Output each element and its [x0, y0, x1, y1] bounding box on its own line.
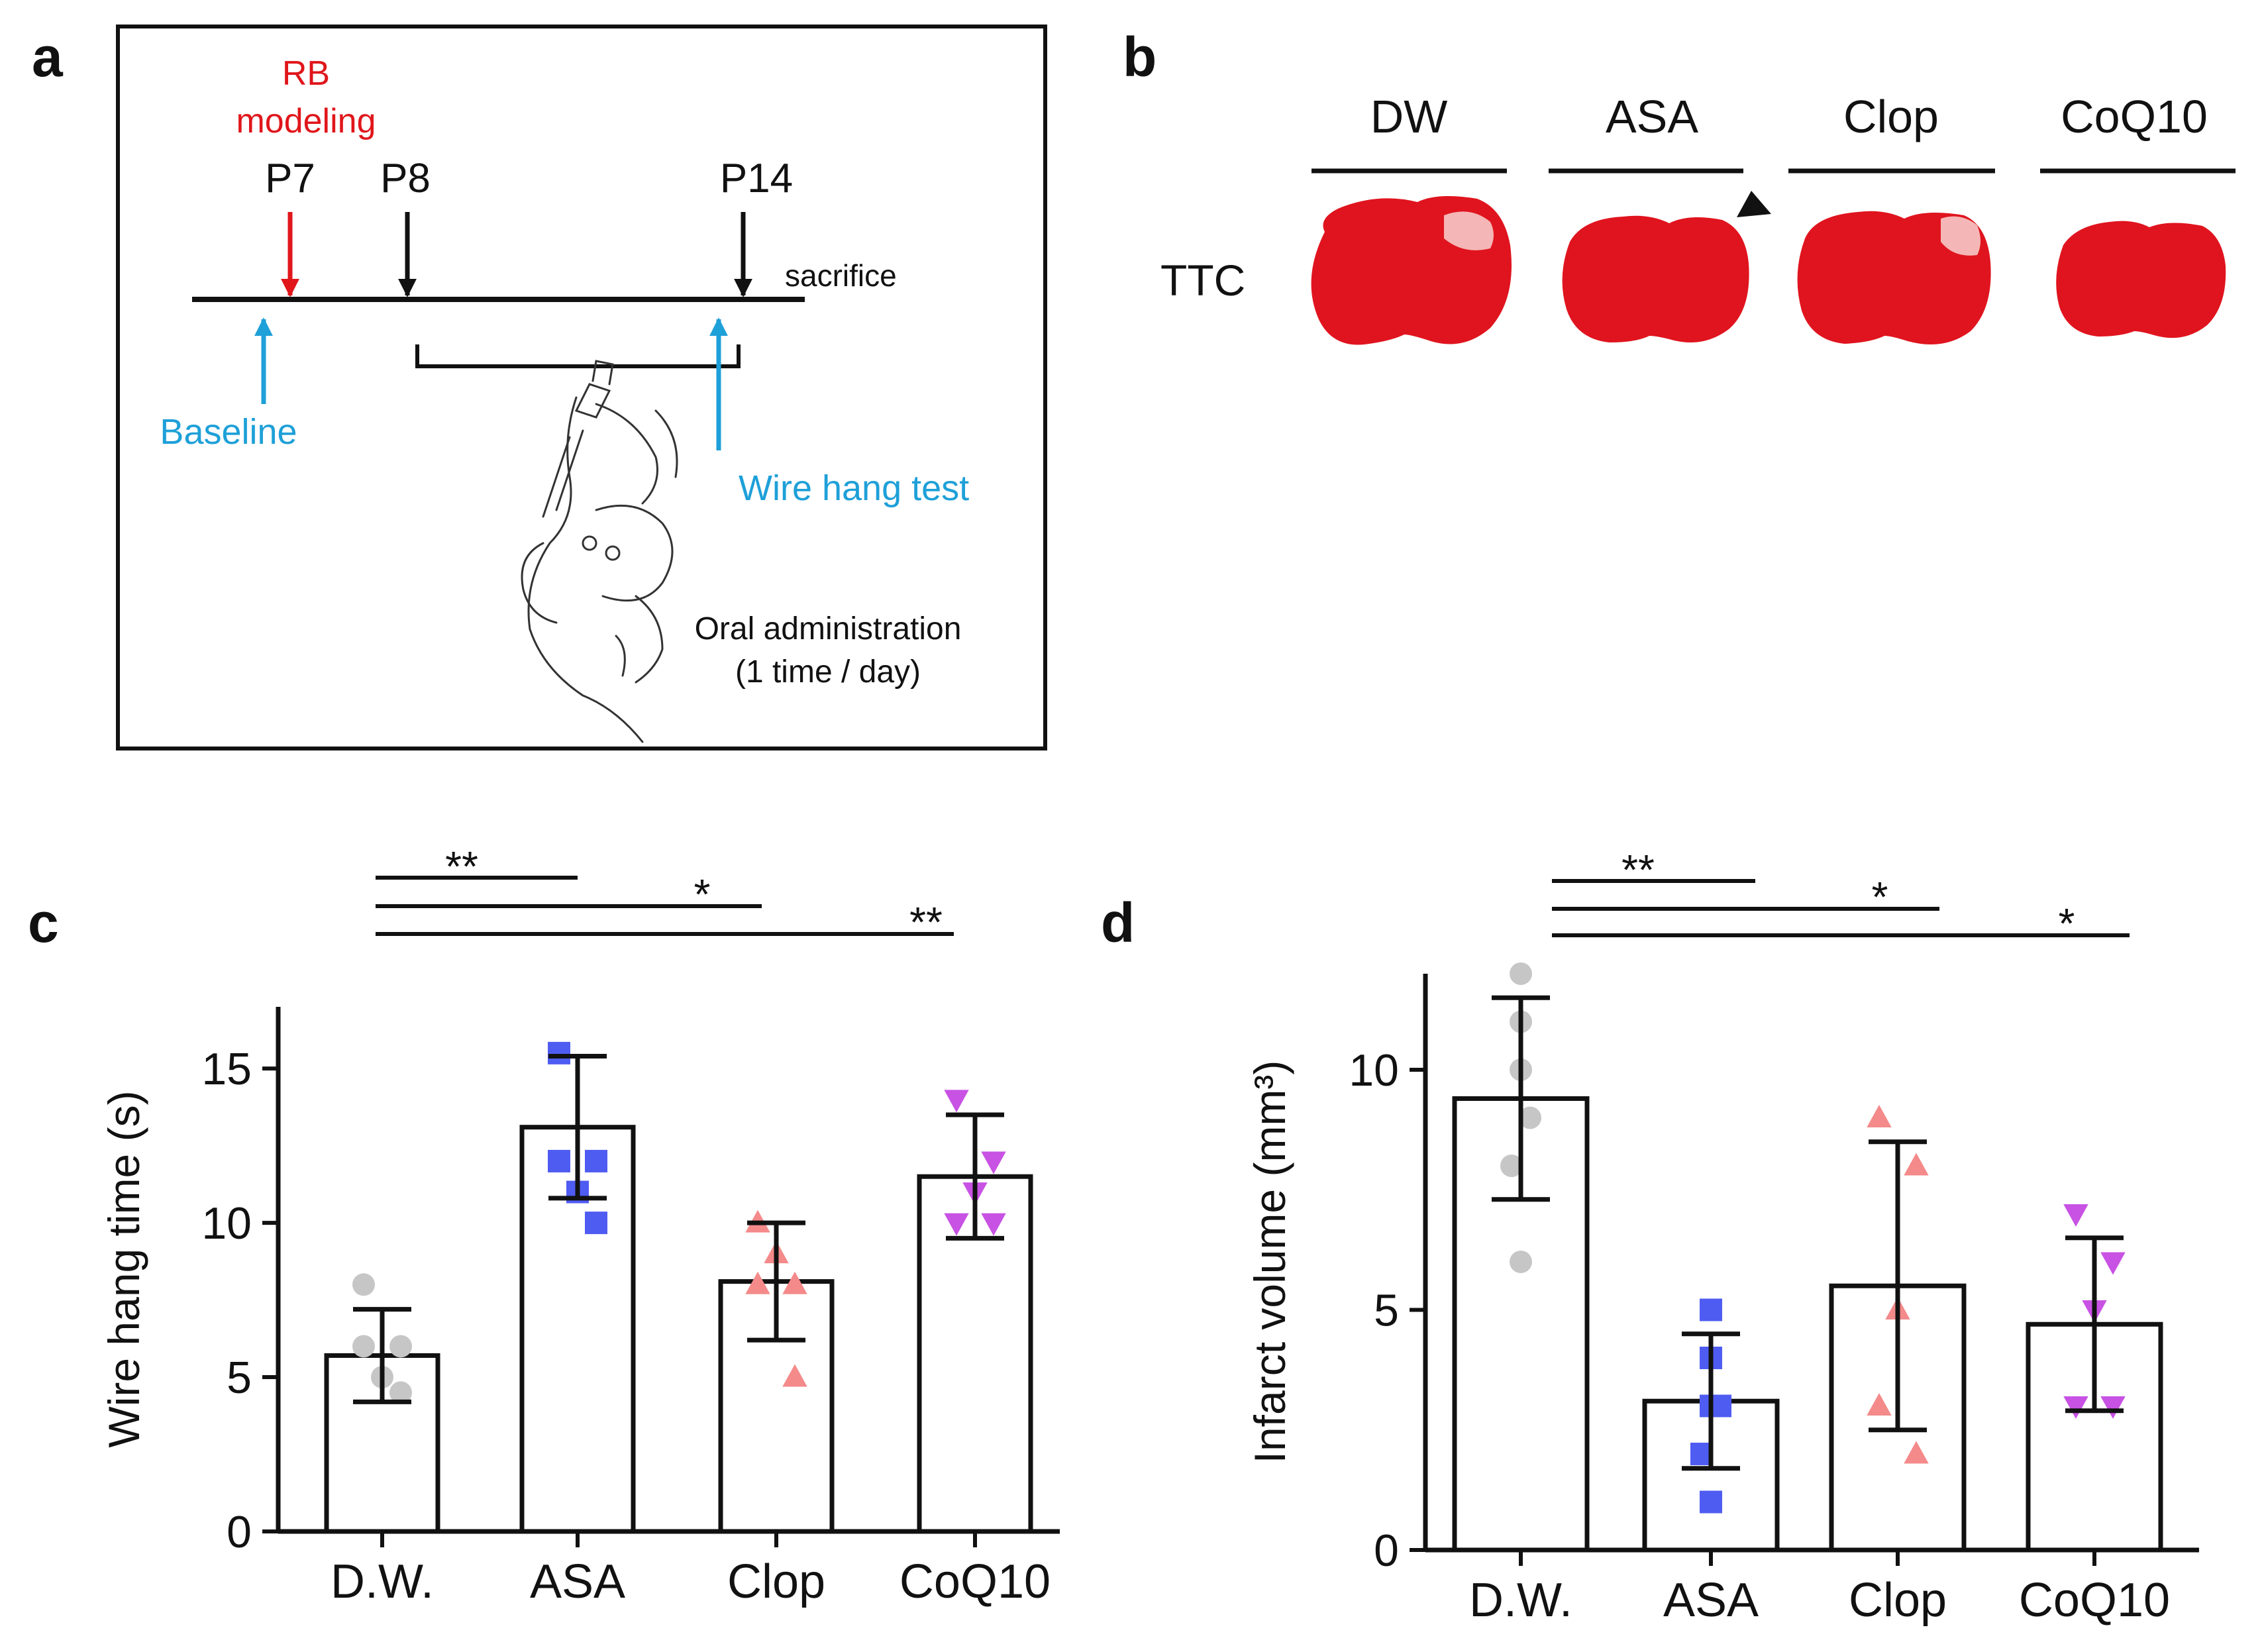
data-point-dw — [389, 1381, 412, 1404]
data-point-dw — [389, 1335, 412, 1358]
p8-label: P8 — [380, 156, 431, 201]
data-point-asa — [548, 1041, 570, 1064]
y-tick-label: 5 — [227, 1353, 252, 1403]
group-label-clop: Clop — [1843, 91, 1939, 142]
data-point-coq10 — [2100, 1396, 2126, 1420]
data-point-asa — [1700, 1298, 1722, 1321]
ttc-row-label: TTC — [1160, 256, 1245, 305]
group-label-asa: ASA — [1606, 91, 1698, 142]
group-label-dw: DW — [1370, 91, 1448, 142]
x-tick-label-asa: ASA — [530, 1555, 625, 1608]
data-point-coq10 — [981, 1213, 1006, 1236]
y-axis-label: Infarct volume (mm³) — [1245, 1060, 1294, 1464]
sig-star-d-1: ** — [1621, 846, 1655, 894]
y-tick-label: 0 — [227, 1507, 252, 1557]
y-tick-label: 10 — [201, 1198, 252, 1249]
y-tick-label: 10 — [1349, 1045, 1399, 1096]
baseline-label: Baseline — [160, 412, 297, 452]
x-tick-label-clop: Clop — [1849, 1574, 1947, 1627]
data-point-clop — [1904, 1441, 1929, 1464]
panel-d-label: d — [1101, 892, 1135, 954]
data-point-coq10 — [2063, 1204, 2088, 1227]
data-point-clop — [1867, 1104, 1892, 1127]
panel-b-label: b — [1123, 26, 1157, 88]
treatment-bracket — [415, 344, 741, 368]
wire-hang-label: Wire hang test — [739, 468, 969, 508]
data-point-clop — [782, 1364, 807, 1387]
data-point-coq10 — [944, 1090, 969, 1113]
data-point-coq10 — [2100, 1252, 2126, 1275]
data-point-coq10 — [981, 1151, 1006, 1174]
brain-slice-dw — [1311, 196, 1512, 345]
y-tick-label: 15 — [201, 1044, 252, 1094]
data-point-dw — [352, 1335, 375, 1358]
panel-b: b DW ASA Clop CoQ10 TTC — [1123, 26, 2236, 345]
panel-a: a RB modeling P7 P8 P14 sacrifice Baseli… — [32, 25, 1047, 750]
x-tick-label-dw: D.W. — [1469, 1574, 1572, 1627]
p7-label: P7 — [265, 156, 315, 201]
mouse-oral-gavage-drawing-icon — [521, 360, 678, 743]
panel-c: c ** * ** 0 5 10 15 Wire hang time (s) D.W. AS… — [28, 843, 1060, 1608]
data-point-dw — [1500, 1155, 1523, 1177]
oral-admin-label: Oral administration — [695, 611, 962, 646]
data-point-asa — [585, 1149, 607, 1172]
brain-slice-clop — [1797, 211, 1991, 344]
data-point-coq10 — [944, 1213, 969, 1236]
data-point-dw — [352, 1273, 375, 1296]
data-point-clop — [1904, 1153, 1929, 1176]
modeling-label: modeling — [236, 102, 376, 140]
chart-c: 0 5 10 15 Wire hang time (s) D.W. ASA Clop CoQ10 — [99, 1007, 1060, 1608]
timeline-box — [116, 25, 1047, 750]
y-tick-label: 0 — [1374, 1525, 1399, 1576]
p14-label: P14 — [720, 156, 793, 201]
sig-star-d-3: * — [2059, 900, 2075, 947]
panel-a-label: a — [32, 26, 64, 88]
group-label-coq10: CoQ10 — [2061, 91, 2208, 142]
data-point-clop — [782, 1271, 807, 1294]
data-point-clop — [745, 1271, 770, 1294]
data-point-coq10 — [2063, 1396, 2088, 1420]
x-tick-label-coq10: CoQ10 — [900, 1555, 1051, 1608]
data-point-dw — [1510, 962, 1532, 985]
triangle-arrowhead-icon — [1737, 191, 1771, 217]
brain-slice-asa — [1562, 191, 1771, 342]
y-axis-label: Wire hang time (s) — [99, 1090, 148, 1447]
sig-star-c-1: ** — [445, 843, 478, 890]
panel-c-label: c — [28, 892, 59, 954]
data-point-asa — [585, 1212, 607, 1235]
sig-star-c-3: ** — [909, 898, 943, 946]
y-tick-label: 5 — [1374, 1286, 1399, 1336]
sacrifice-label: sacrifice — [785, 258, 897, 293]
data-point-dw — [1519, 1106, 1541, 1129]
chart-d: 0 5 10 Infarct volume (mm³) D.W. ASA Clop CoQ10 — [1245, 962, 2199, 1627]
frequency-label: (1 time / day) — [735, 654, 921, 690]
x-tick-label-coq10: CoQ10 — [2019, 1574, 2170, 1627]
x-tick-label-asa: ASA — [1663, 1574, 1759, 1627]
x-tick-label-dw: D.W. — [331, 1555, 434, 1608]
sig-star-d-2: * — [1872, 873, 1888, 921]
x-tick-label-clop: Clop — [727, 1555, 825, 1608]
panel-d: d ** * * 0 5 10 Infarct volume (mm³) D.W. ASA… — [1101, 846, 2199, 1627]
rb-label: RB — [282, 54, 330, 93]
data-point-asa — [548, 1149, 570, 1172]
sig-star-c-2: * — [694, 870, 711, 918]
data-point-asa — [1700, 1490, 1722, 1514]
data-point-dw — [1510, 1251, 1532, 1273]
brain-slice-coq10 — [2056, 221, 2226, 338]
data-point-clop — [1867, 1392, 1892, 1416]
